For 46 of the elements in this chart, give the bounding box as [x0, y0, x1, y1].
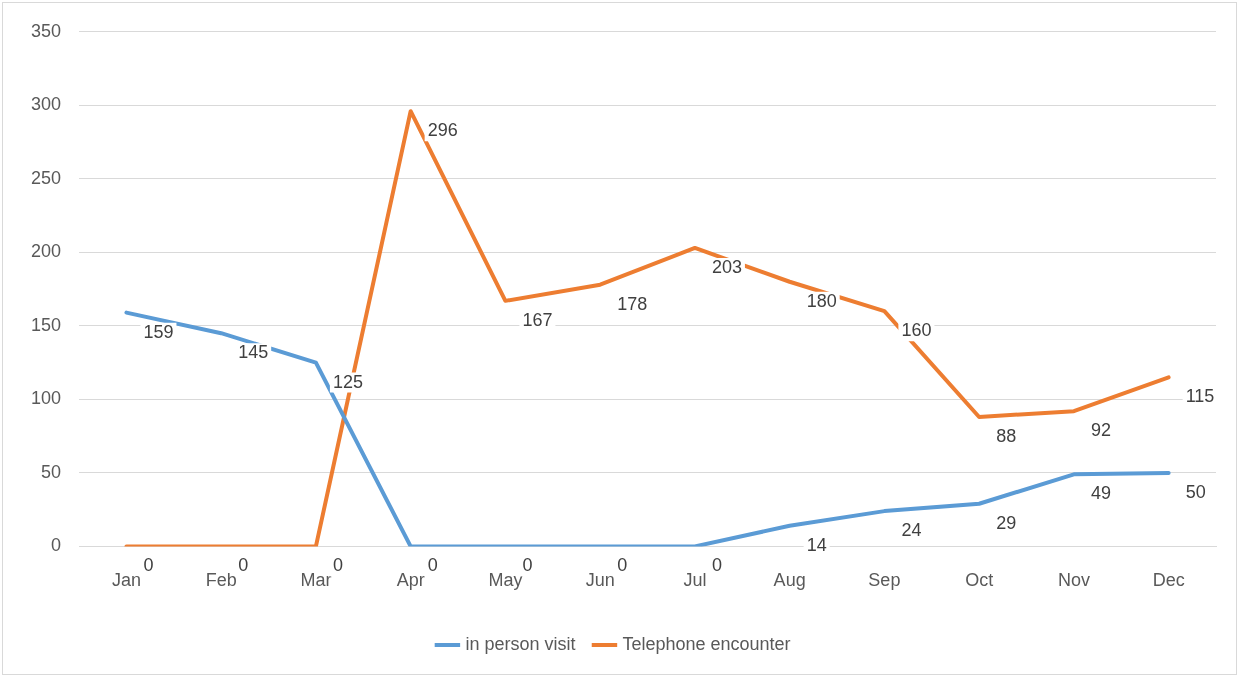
y-tick-label: 300	[30, 94, 62, 115]
data-label: 159	[143, 321, 174, 342]
data-label: 88	[996, 425, 1017, 446]
data-label: 0	[332, 555, 343, 576]
legend-label: Telephone encounter	[622, 633, 791, 654]
data-label: 0	[427, 555, 438, 576]
x-tick-label: Jul	[683, 570, 707, 591]
data-label: 0	[143, 555, 154, 576]
data-label: 296	[427, 120, 458, 141]
data-label: 49	[1090, 483, 1111, 504]
y-tick-label: 100	[30, 388, 62, 409]
y-tick-label: 0	[51, 535, 62, 556]
data-label: 92	[1090, 420, 1111, 441]
x-tick-label: Dec	[1152, 570, 1185, 591]
x-tick-label: Nov	[1057, 570, 1090, 591]
y-tick-label: 250	[30, 167, 62, 188]
x-tick-label: Apr	[396, 570, 425, 591]
data-label: 178	[617, 293, 648, 314]
x-tick-label: Jan	[111, 570, 141, 591]
data-label: 0	[522, 555, 533, 576]
x-tick-label: Mar	[300, 570, 332, 591]
x-tick-label: Sep	[868, 570, 901, 591]
data-label: 160	[901, 320, 932, 341]
data-label: 115	[1185, 386, 1215, 407]
data-label: 145	[238, 342, 269, 363]
data-label: 29	[996, 512, 1017, 533]
data-label: 24	[901, 520, 922, 541]
y-tick-label: 200	[30, 241, 62, 262]
x-tick-label: Jun	[585, 570, 615, 591]
data-label: 50	[1185, 481, 1206, 502]
x-tick-label: May	[488, 570, 523, 591]
x-tick-label: Feb	[205, 570, 237, 591]
y-tick-label: 150	[30, 314, 62, 335]
x-tick-label: Oct	[965, 570, 994, 591]
data-label: 167	[522, 309, 553, 330]
legend-label: in person visit	[465, 633, 576, 654]
x-tick-label: Aug	[773, 570, 806, 591]
y-tick-label: 350	[30, 20, 62, 41]
data-label: 125	[332, 371, 363, 392]
data-label: 180	[806, 290, 837, 311]
data-label: 0	[238, 555, 249, 576]
y-tick-label: 50	[41, 461, 62, 482]
data-label: 14	[806, 534, 827, 555]
data-label: 0	[711, 555, 722, 576]
data-label: 203	[711, 256, 742, 277]
data-label: 0	[617, 555, 628, 576]
